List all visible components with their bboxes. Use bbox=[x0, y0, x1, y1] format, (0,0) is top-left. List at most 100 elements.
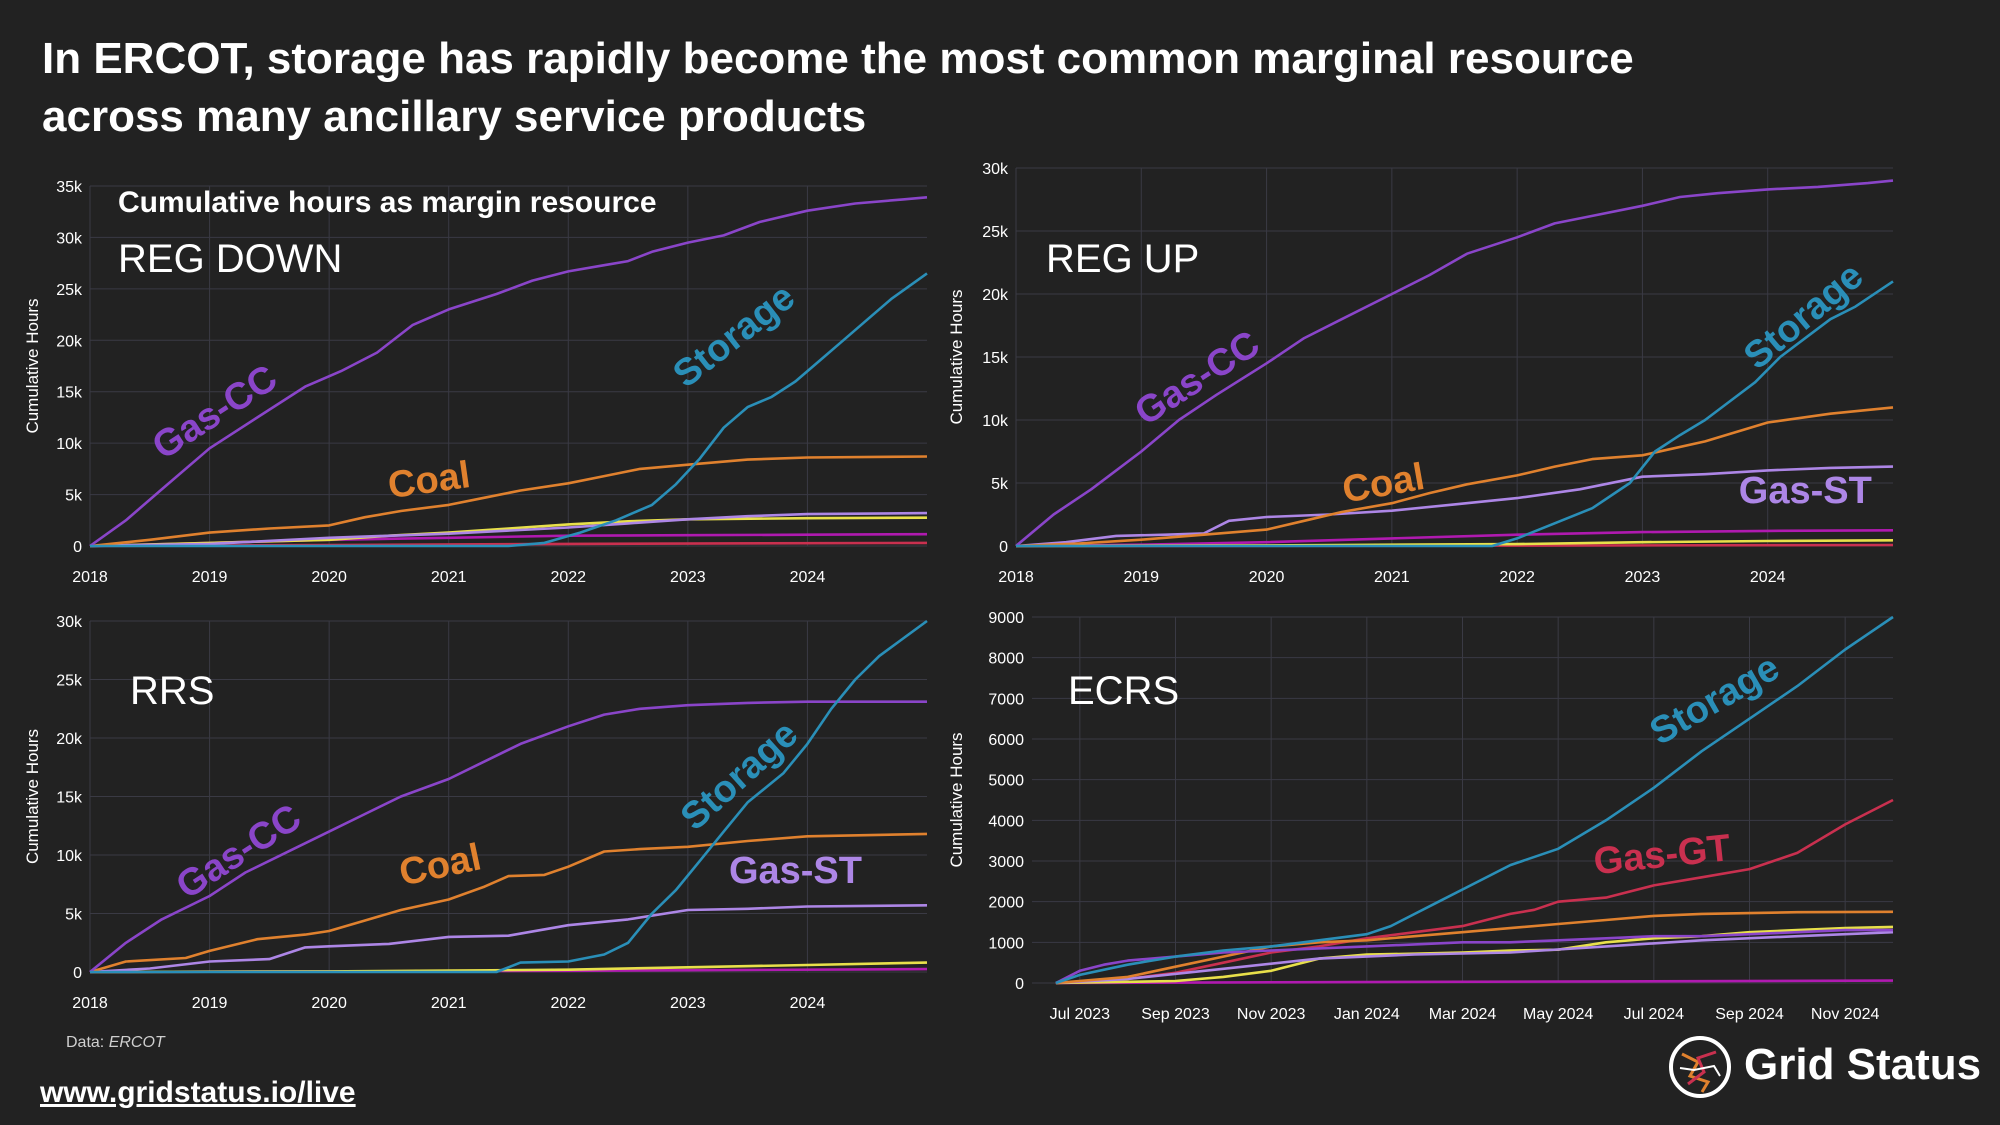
page-title: In ERCOT, storage has rapidly become the… bbox=[42, 30, 1942, 146]
title-line-1: In ERCOT, storage has rapidly become the… bbox=[42, 34, 1634, 83]
rrs-xtick-label: 2018 bbox=[72, 995, 108, 1012]
grid-status-logo-icon bbox=[1669, 1036, 1731, 1098]
source-prefix: Data: bbox=[66, 1034, 105, 1051]
regup-annotation-gas-cc: Gas-CC bbox=[1128, 323, 1268, 434]
rrs-xtick-label: 2021 bbox=[431, 995, 467, 1012]
ecrs-xtick-label: Mar 2024 bbox=[1429, 1006, 1497, 1023]
regdown-ytick-label: 30k bbox=[56, 230, 83, 247]
regdown-xtick-label: 2022 bbox=[550, 569, 586, 586]
regup-annotation-gas-st: Gas-ST bbox=[1739, 470, 1872, 512]
regdown-xtick-label: 2023 bbox=[670, 569, 706, 586]
regdown-ytick-label: 10k bbox=[56, 436, 83, 453]
title-line-2: across many ancillary service products bbox=[42, 92, 867, 141]
ecrs-series-nuclear bbox=[1055, 925, 1894, 985]
rrs-xtick-label: 2023 bbox=[670, 995, 706, 1012]
ecrs-series-gas-st bbox=[1055, 930, 1894, 985]
rrs-series-gas-cc bbox=[89, 700, 927, 974]
regup-ytick-label: 25k bbox=[982, 224, 1009, 241]
regup-xtick-label: 2022 bbox=[1499, 569, 1535, 586]
regup-ytick-label: 20k bbox=[982, 287, 1009, 304]
regup-ytick-label: 10k bbox=[982, 413, 1009, 430]
ecrs-panel-label: ECRS bbox=[1068, 669, 1179, 713]
ecrs-series-coal bbox=[1055, 910, 1894, 985]
regup-xtick-label: 2019 bbox=[1123, 569, 1159, 586]
data-source-note: Data: ERCOT bbox=[66, 1034, 165, 1052]
regdown-ytick-label: 20k bbox=[56, 333, 83, 350]
ecrs-series-storage bbox=[1055, 615, 1894, 985]
regdown-subtitle: Cumulative hours as margin resource bbox=[118, 186, 657, 219]
rrs-annotation-coal: Coal bbox=[396, 836, 485, 894]
regup-ytick-label: 30k bbox=[982, 161, 1009, 178]
regup-series-coal bbox=[1015, 406, 1894, 548]
regdown-series-gas-cc bbox=[89, 196, 928, 548]
ecrs-xtick-label: Nov 2023 bbox=[1237, 1006, 1306, 1023]
rrs-panel-label: RRS bbox=[130, 669, 214, 713]
ecrs-ytick-label: 1000 bbox=[988, 935, 1024, 952]
regdown-xtick-label: 2021 bbox=[431, 569, 467, 586]
regdown-y-axis-label: Cumulative Hours bbox=[23, 298, 42, 433]
regdown-ytick-label: 25k bbox=[56, 282, 83, 299]
regup-ytick-label: 5k bbox=[991, 476, 1009, 493]
ecrs-xtick-label: Jul 2023 bbox=[1050, 1006, 1111, 1023]
ecrs-ytick-label: 3000 bbox=[988, 854, 1024, 871]
logo-text: Grid Status bbox=[1744, 1040, 1982, 1089]
rrs-y-axis-label: Cumulative Hours bbox=[23, 729, 42, 864]
ecrs-series-hydro bbox=[1055, 979, 1894, 985]
rrs-series-storage bbox=[90, 619, 928, 974]
rrs-annotation-storage: Storage bbox=[673, 713, 806, 839]
regdown-xtick-label: 2020 bbox=[311, 569, 347, 586]
regup-ytick-label: 15k bbox=[982, 350, 1009, 367]
rrs-xtick-label: 2022 bbox=[550, 995, 586, 1012]
regup-series-storage bbox=[1016, 280, 1894, 548]
regup-annotation-storage: Storage bbox=[1736, 255, 1871, 378]
regup-series-gas-st bbox=[1015, 465, 1894, 548]
source-name: ERCOT bbox=[108, 1034, 165, 1051]
regup-xtick-label: 2018 bbox=[998, 569, 1034, 586]
rrs-ytick-label: 20k bbox=[56, 731, 83, 748]
ecrs-ytick-label: 8000 bbox=[988, 651, 1024, 668]
regup-xtick-label: 2023 bbox=[1625, 569, 1661, 586]
rrs-annotation-gas-st: Gas-ST bbox=[729, 850, 862, 892]
regup-series-hydro bbox=[1015, 529, 1894, 548]
regup-annotation-coal: Coal bbox=[1339, 456, 1427, 512]
ecrs-ytick-label: 6000 bbox=[988, 732, 1024, 749]
regdown-xtick-label: 2019 bbox=[192, 569, 228, 586]
regdown-panel-label: REG DOWN bbox=[118, 237, 342, 281]
ecrs-ytick-label: 0 bbox=[1015, 976, 1024, 993]
ecrs-ytick-label: 2000 bbox=[988, 895, 1024, 912]
regup-panel-label: REG UP bbox=[1046, 237, 1199, 281]
ecrs-y-axis-label: Cumulative Hours bbox=[947, 732, 966, 867]
regdown-xtick-label: 2018 bbox=[72, 569, 108, 586]
regdown-ytick-label: 0 bbox=[73, 539, 82, 556]
regup-ytick-label: 0 bbox=[999, 539, 1008, 556]
ecrs-ytick-label: 9000 bbox=[988, 610, 1024, 627]
regup-series-gas-cc bbox=[1015, 179, 1894, 547]
ecrs-xtick-label: Jul 2024 bbox=[1624, 1006, 1685, 1023]
ecrs-ytick-label: 7000 bbox=[988, 691, 1024, 708]
regup-y-axis-label: Cumulative Hours bbox=[947, 289, 966, 424]
ecrs-xtick-label: May 2024 bbox=[1523, 1006, 1593, 1023]
rrs-ytick-label: 0 bbox=[73, 965, 82, 982]
regdown-series-storage bbox=[90, 272, 928, 548]
regdown-ytick-label: 35k bbox=[56, 179, 83, 196]
rrs-series-coal bbox=[89, 832, 928, 974]
regdown-ytick-label: 15k bbox=[56, 385, 83, 402]
rrs-xtick-label: 2024 bbox=[790, 995, 826, 1012]
rrs-ytick-label: 5k bbox=[65, 907, 83, 924]
regdown-series-coal bbox=[89, 455, 928, 548]
regup-xtick-label: 2024 bbox=[1750, 569, 1786, 586]
website-link[interactable]: www.gridstatus.io/live bbox=[40, 1076, 356, 1109]
rrs-xtick-label: 2020 bbox=[311, 995, 347, 1012]
rrs-ytick-label: 25k bbox=[56, 673, 83, 690]
regup-xtick-label: 2021 bbox=[1374, 569, 1410, 586]
regdown-ytick-label: 5k bbox=[65, 488, 83, 505]
regdown-annotation-coal: Coal bbox=[385, 454, 472, 507]
ecrs-xtick-label: Sep 2023 bbox=[1141, 1006, 1210, 1023]
rrs-ytick-label: 10k bbox=[56, 848, 83, 865]
regup-xtick-label: 2020 bbox=[1249, 569, 1285, 586]
regdown-xtick-label: 2024 bbox=[790, 569, 826, 586]
rrs-ytick-label: 15k bbox=[56, 790, 83, 807]
ecrs-annotation-storage: Storage bbox=[1643, 647, 1787, 754]
rrs-series-gas-st bbox=[89, 904, 928, 974]
